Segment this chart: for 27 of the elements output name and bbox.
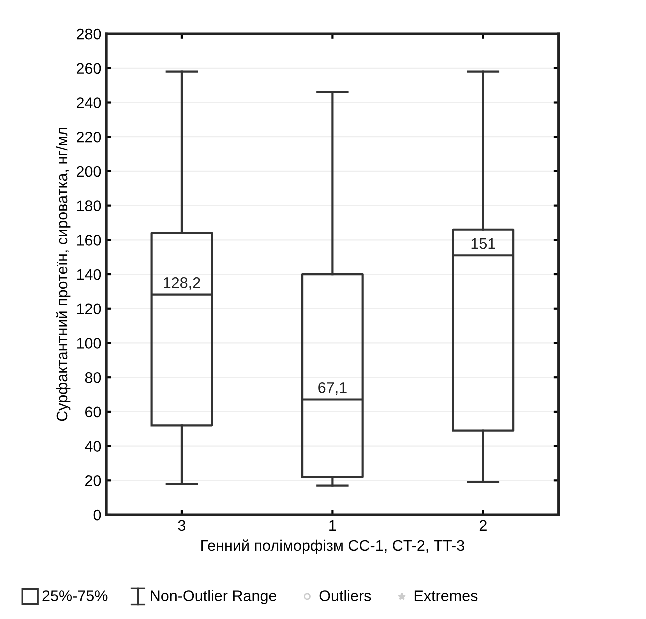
y-axis-title: Сурфактантний протеїн, сироватка, нг/мл xyxy=(56,128,71,422)
y-tick-label: 240 xyxy=(77,98,102,108)
text: 151 xyxy=(472,238,496,250)
y-tick-label: 60 xyxy=(86,406,102,418)
y-tick-label: 200 xyxy=(77,166,102,178)
x-tick-label: 1 xyxy=(330,520,336,531)
text: 67,1 xyxy=(318,382,347,396)
y-tick-label: 0 xyxy=(94,510,102,521)
text: Outliers xyxy=(320,590,372,602)
y-tick-label: 220 xyxy=(77,132,102,143)
x-axis-title: Генний поліморфізм CC-1, CT-2, TT-3 xyxy=(202,540,464,554)
y-tick-label: 80 xyxy=(85,372,102,384)
text: Non-Outlier Range xyxy=(151,590,277,604)
x-tick-label: 2 xyxy=(480,520,487,531)
y-tick-label: 280 xyxy=(77,28,102,40)
text: 25%-75% xyxy=(42,590,108,602)
y-tick-label: 160 xyxy=(77,235,102,246)
y-tick-label: 20 xyxy=(86,476,102,486)
x-tick-label: 3 xyxy=(178,520,186,532)
y-tick-label: 260 xyxy=(77,63,102,74)
text: 128,2 xyxy=(164,278,200,290)
text: Extremes xyxy=(414,590,478,602)
y-tick-label: 140 xyxy=(77,269,102,280)
y-tick-label: 100 xyxy=(77,338,102,349)
y-tick-label: 40 xyxy=(85,441,102,452)
y-tick-label: 180 xyxy=(77,200,102,212)
y-tick-label: 120 xyxy=(77,304,102,315)
